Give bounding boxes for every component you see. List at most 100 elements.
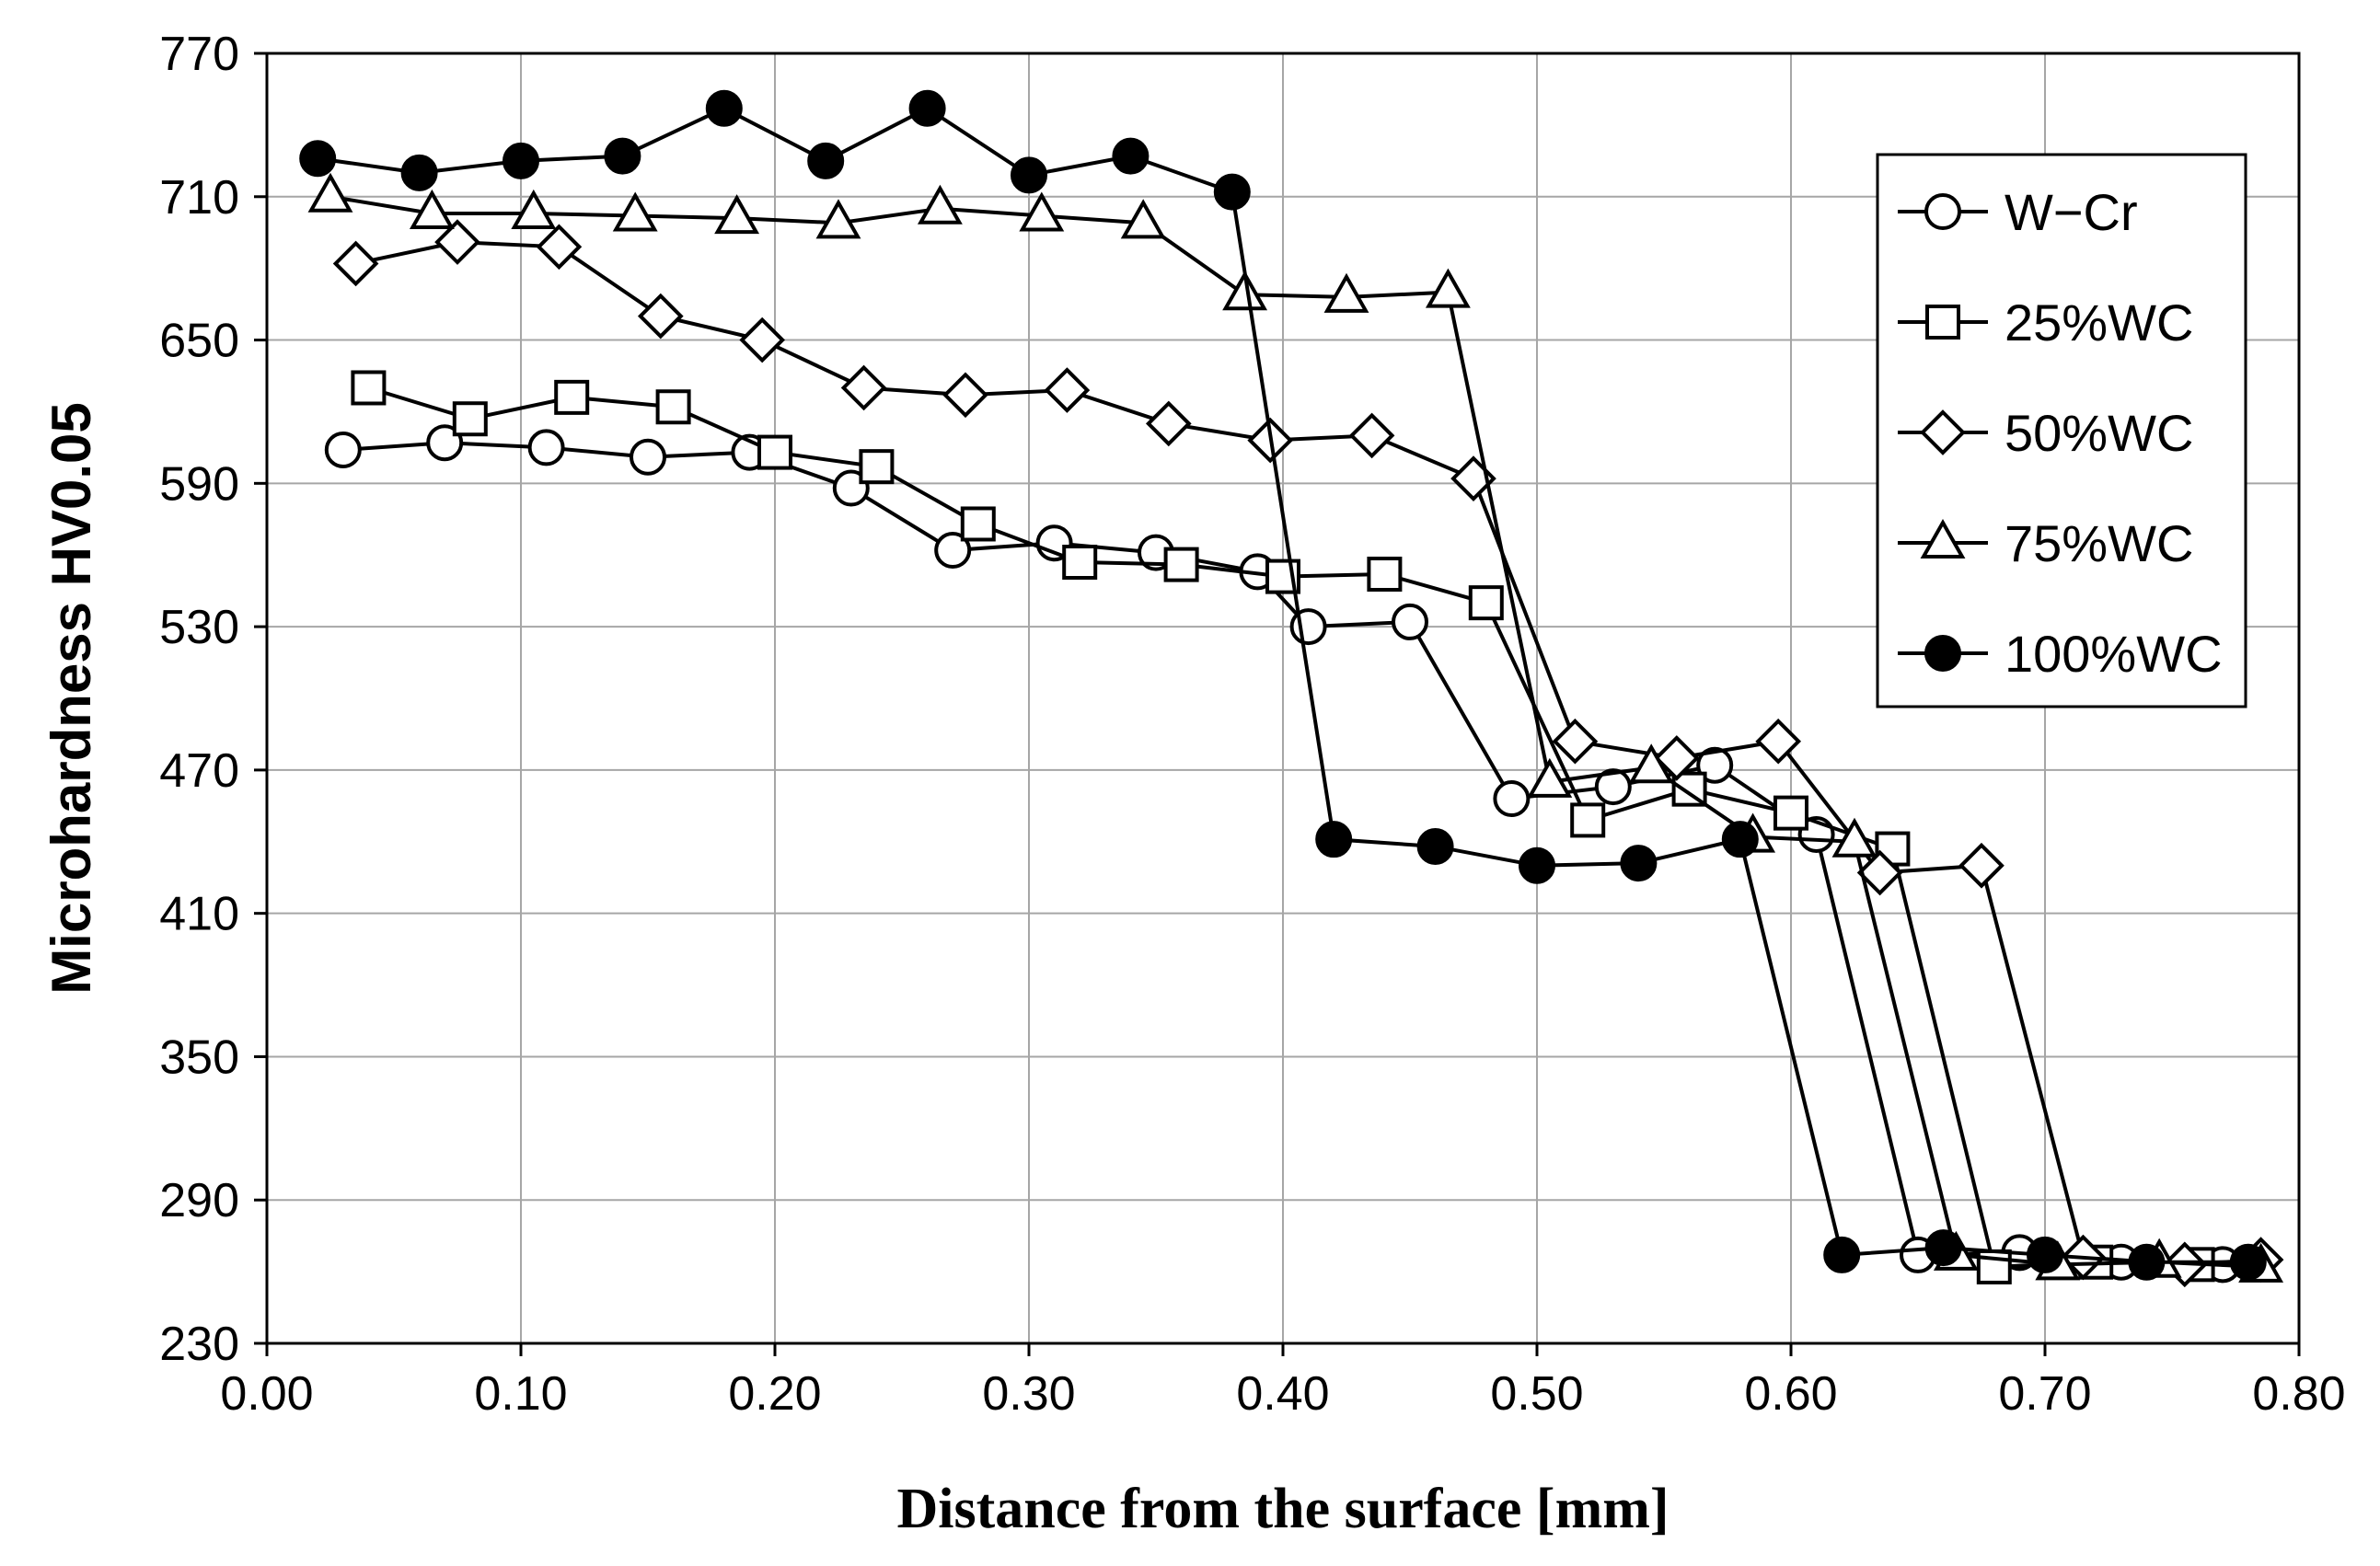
data-point [400, 154, 438, 191]
legend-item: 25%WC [1898, 294, 2193, 351]
data-point [757, 434, 792, 470]
data-point [908, 89, 946, 127]
x-tick-label: 0.40 [1236, 1367, 1329, 1421]
data-point [536, 224, 583, 271]
x-tick-label: 0.70 [1998, 1367, 2091, 1421]
data-point [1323, 272, 1369, 313]
y-tick-label: 410 [159, 888, 239, 941]
data-point [1620, 845, 1658, 882]
data-point [840, 364, 887, 411]
y-tick-label: 470 [159, 744, 239, 798]
y-tick-label: 710 [159, 171, 239, 225]
legend-label: W−Cr [2005, 183, 2138, 241]
data-point [554, 379, 590, 415]
x-axis-title: Distance from the surface [mm] [896, 1478, 1669, 1540]
data-point [612, 191, 658, 232]
y-tick-labels: 230 290 350 410 470 530 590 650 710 770 [159, 28, 267, 1371]
legend-marker [1924, 635, 1961, 672]
data-point [1831, 817, 1877, 858]
data-point [332, 240, 379, 287]
data-point [859, 449, 895, 485]
data-point [1823, 1236, 1861, 1273]
x-tick-label: 0.50 [1490, 1367, 1583, 1421]
x-tick-label: 0.30 [982, 1367, 1075, 1421]
data-point [1755, 718, 1802, 765]
series-2 [351, 370, 2215, 1284]
data-point [409, 189, 455, 229]
data-point [1367, 556, 1403, 592]
legend-label: 100%WC [2005, 625, 2223, 683]
data-point [655, 389, 691, 425]
data-point [1019, 191, 1065, 232]
data-point [1163, 547, 1199, 582]
legend-marker [1920, 409, 1966, 455]
data-point [807, 142, 845, 179]
y-tick-label: 650 [159, 315, 239, 368]
data-point [1552, 718, 1599, 765]
data-point [1628, 743, 1674, 784]
data-point [942, 372, 988, 419]
data-point [503, 142, 539, 179]
data-point [705, 89, 743, 127]
data-point [299, 140, 337, 178]
y-tick-label: 230 [159, 1318, 239, 1371]
data-point [1213, 173, 1251, 211]
series-layer [299, 89, 2284, 1288]
legend-marker [1924, 193, 1961, 230]
data-point [739, 317, 786, 363]
x-tick-labels: 0.00 0.10 0.20 0.30 0.40 0.50 0.60 0.70 0.80 [220, 1343, 2346, 1421]
data-point [1044, 367, 1091, 413]
data-point [1958, 842, 2005, 889]
data-point [604, 137, 641, 175]
data-point [2027, 1236, 2063, 1273]
data-point [527, 429, 565, 466]
data-point [1145, 400, 1192, 447]
legend-item: W−Cr [1898, 183, 2138, 241]
data-point [307, 172, 353, 213]
series-5 [299, 89, 2267, 1281]
data-point [1527, 757, 1573, 798]
data-point [434, 219, 480, 265]
data-point [1011, 156, 1047, 194]
data-point [2229, 1243, 2267, 1281]
legend-item: 75%WC [1898, 514, 2193, 572]
series-line [329, 194, 2261, 1269]
y-tick-label: 290 [159, 1174, 239, 1227]
data-point [1594, 768, 1632, 806]
data-point [1062, 545, 1098, 581]
legend-label: 50%WC [2005, 404, 2193, 462]
data-point [1493, 780, 1531, 818]
data-point [1425, 268, 1471, 308]
data-point [1721, 821, 1759, 858]
data-point [1416, 827, 1454, 865]
x-tick-label: 0.00 [220, 1367, 313, 1421]
data-point [2128, 1243, 2166, 1281]
y-tick-label: 530 [159, 601, 239, 654]
data-point [1773, 795, 1808, 831]
data-point [1112, 137, 1150, 175]
y-tick-label: 350 [159, 1031, 239, 1084]
legend-item: 100%WC [1898, 625, 2223, 683]
data-point [960, 506, 996, 542]
legend-label: 75%WC [2005, 514, 2193, 572]
x-tick-label: 0.20 [728, 1367, 821, 1421]
data-point [815, 199, 861, 239]
y-tick-label: 590 [159, 457, 239, 511]
data-point [1392, 603, 1428, 640]
data-point [714, 194, 760, 235]
x-tick-label: 0.10 [474, 1367, 567, 1421]
y-axis-title: Microhardness HV0.05 [40, 402, 102, 995]
legend-marker [1920, 518, 1966, 558]
legend-marker [1925, 305, 1960, 340]
data-point [452, 401, 488, 437]
data-point [324, 431, 362, 468]
data-point [1222, 271, 1268, 311]
legend-item: 50%WC [1898, 404, 2193, 462]
data-point [351, 370, 387, 406]
data-point [1653, 735, 1700, 781]
data-point [1856, 849, 1903, 896]
legend: W−Cr 25%WC 50%WC 75%WC 100%WC [1876, 153, 2247, 708]
data-point [1570, 802, 1606, 838]
data-point [917, 184, 963, 225]
